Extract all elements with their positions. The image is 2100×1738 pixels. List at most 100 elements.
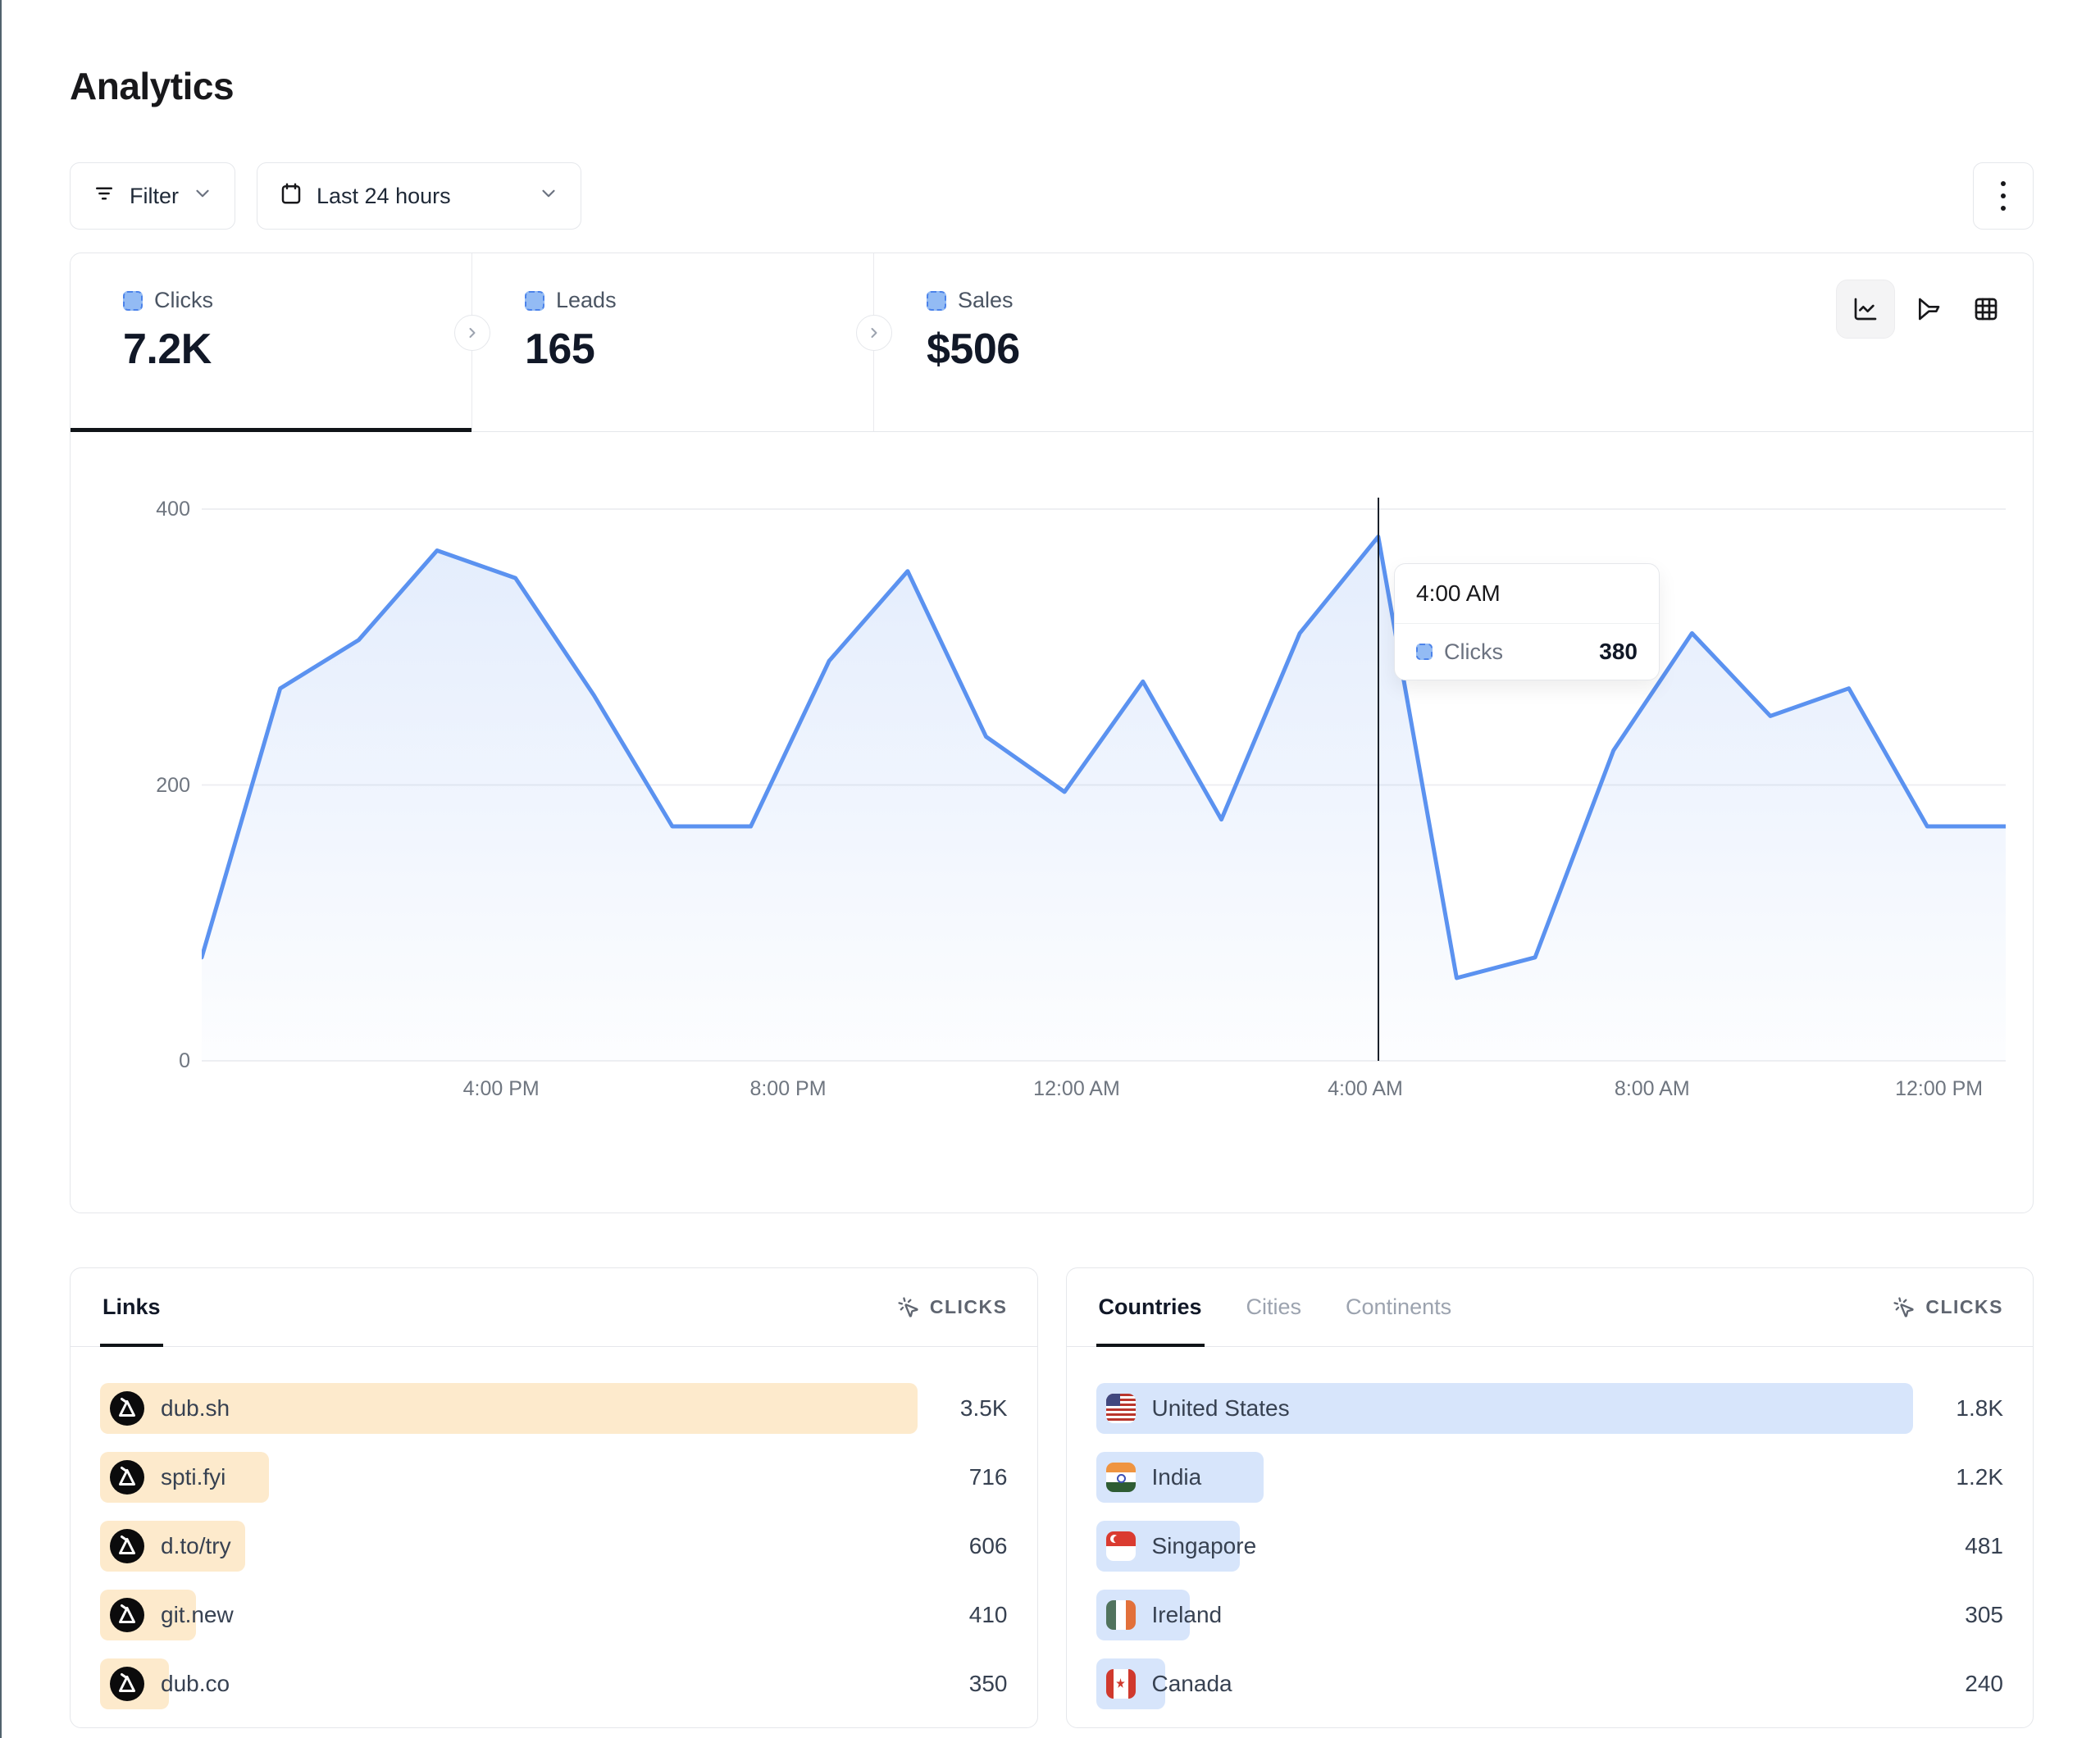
item-label: India [1151,1464,1202,1490]
date-range-label: Last 24 hours [317,183,451,208]
date-range-button[interactable]: Last 24 hours [257,162,581,230]
item-value: 606 [968,1533,1008,1558]
list-item-git-new[interactable]: git.new 410 [100,1590,1008,1640]
analytics-chart-card: Clicks 7.2K Leads 165 Sales $506 4:00 AM [70,253,2034,1213]
clicks-legend-swatch [1416,644,1433,660]
chevron-down-icon [192,183,213,210]
y-axis-label: 400 [156,498,190,521]
y-axis-label: 200 [156,773,190,797]
dub-logo-icon [110,1529,144,1563]
legend-swatch [927,290,946,311]
x-axis-label: 12:00 PM [1895,1077,1984,1100]
stats-strip: Clicks 7.2K Leads 165 Sales $506 [71,253,2033,432]
metric-selector-clicks[interactable]: CLICKS [1893,1296,2003,1319]
panel-header: Countries Cities Continents CLICKS [1066,1268,2033,1347]
flag-sg-icon [1105,1531,1136,1561]
stat-label: Clicks [154,288,213,312]
value-bar [1096,1383,1913,1434]
panel-rows: dub.sh 3.5K spti.fyi 716 d.to/try 606 git.new 4… [71,1347,1037,1709]
stat-value: 165 [525,325,595,373]
list-item-ireland[interactable]: Ireland 305 [1096,1590,2003,1640]
page-title: Analytics [70,65,235,107]
funnel-view-button[interactable] [1905,285,1952,333]
stat-tab-clicks[interactable]: Clicks 7.2K [71,253,472,432]
item-value: 3.5K [959,1395,1008,1421]
item-value: 350 [968,1671,1008,1696]
x-axis-label: 4:00 AM [1328,1077,1403,1100]
item-label: spti.fyi [161,1464,226,1490]
x-axis-label: 4:00 PM [462,1077,540,1100]
tab-continents[interactable]: Continents [1346,1294,1452,1319]
value-bar [100,1383,918,1434]
tab-cities[interactable]: Cities [1246,1294,1302,1319]
item-value: 240 [1965,1671,2003,1696]
stat-value: 7.2K [123,325,212,373]
metric-selector-clicks[interactable]: CLICKS [897,1296,1008,1319]
calendar-icon [279,181,303,212]
dub-logo-icon [110,1598,144,1632]
metric-label: CLICKS [1925,1296,2003,1317]
toolbar: Filter Last 24 hours [70,162,2034,230]
next-stat-chevron-button[interactable] [856,315,892,351]
flag-us-icon [1105,1394,1136,1423]
filter-lines-icon [92,181,116,212]
legend-swatch [123,290,143,311]
item-label: United States [1151,1395,1290,1421]
x-axis-label: 8:00 AM [1614,1077,1690,1100]
item-label: git.new [161,1602,234,1627]
clicks-area-chart[interactable]: 4:00 AM Clicks 380 0 200 400 4:00 PM 8:00 PM… [71,432,2033,1213]
list-item-dub-sh[interactable]: dub.sh 3.5K [100,1383,1008,1434]
item-label: dub.sh [161,1395,230,1421]
chart-crosshair [1377,498,1380,1061]
tab-countries[interactable]: Countries [1096,1268,1205,1347]
list-item-united-states[interactable]: United States 1.8K [1096,1383,2003,1434]
countries-panel: Countries Cities Continents CLICKS United St… [1065,1267,2034,1728]
item-value: 305 [1965,1602,2003,1627]
cursor-click-icon [898,1296,918,1317]
table-view-button[interactable] [1962,285,2010,333]
list-item-d-to-try[interactable]: d.to/try 606 [100,1521,1008,1572]
dub-logo-icon [110,1391,144,1426]
chart-tooltip: 4:00 AM Clicks 380 [1394,563,1660,680]
grid-icon [1975,298,1998,321]
list-item-spti-fyi[interactable]: spti.fyi 716 [100,1452,1008,1503]
flag-ca-icon [1105,1669,1136,1699]
filter-button[interactable]: Filter [70,162,235,230]
stat-tab-sales[interactable]: Sales $506 [874,253,1276,431]
filter-button-label: Filter [130,183,179,208]
item-value: 481 [1965,1533,2003,1558]
funnel-icon [1919,298,1940,321]
y-axis-label: 0 [179,1049,190,1072]
tooltip-series-label: Clicks [1444,639,1503,664]
dub-logo-icon [110,1667,144,1701]
more-options-button[interactable] [1973,162,2034,230]
item-label: d.to/try [161,1533,231,1558]
tooltip-time: 4:00 AM [1395,564,1659,624]
legend-swatch [525,290,544,311]
panel-header: Links CLICKS [71,1268,1037,1347]
chart-view-toggles [1836,280,2010,339]
dub-logo-icon [110,1460,144,1495]
stat-label: Sales [958,288,1014,312]
flag-ie-icon [1105,1600,1136,1630]
item-value: 410 [968,1602,1008,1627]
list-item-canada[interactable]: Canada 240 [1096,1658,2003,1709]
line-chart-view-button[interactable] [1836,280,1895,339]
chevron-right-icon [469,328,476,338]
cursor-click-icon [1893,1296,1915,1317]
stat-tab-leads[interactable]: Leads 165 [472,253,874,431]
next-stat-chevron-button[interactable] [454,315,490,351]
list-item-india[interactable]: India 1.2K [1096,1452,2003,1503]
line-chart-icon [1854,298,1877,321]
breakdown-panels: Links CLICKS dub.sh 3.5K spti.fyi 716 d.to/try… [70,1267,2034,1728]
list-item-singapore[interactable]: Singapore 481 [1096,1521,2003,1572]
stat-label: Leads [556,288,617,312]
tab-links[interactable]: Links [100,1268,163,1347]
stat-value: $506 [927,325,1020,373]
item-value: 1.8K [1956,1395,2003,1421]
item-label: Ireland [1151,1602,1223,1627]
chevron-right-icon [871,328,877,338]
chevron-down-icon [538,183,559,210]
list-item-dub-co[interactable]: dub.co 350 [100,1658,1008,1709]
